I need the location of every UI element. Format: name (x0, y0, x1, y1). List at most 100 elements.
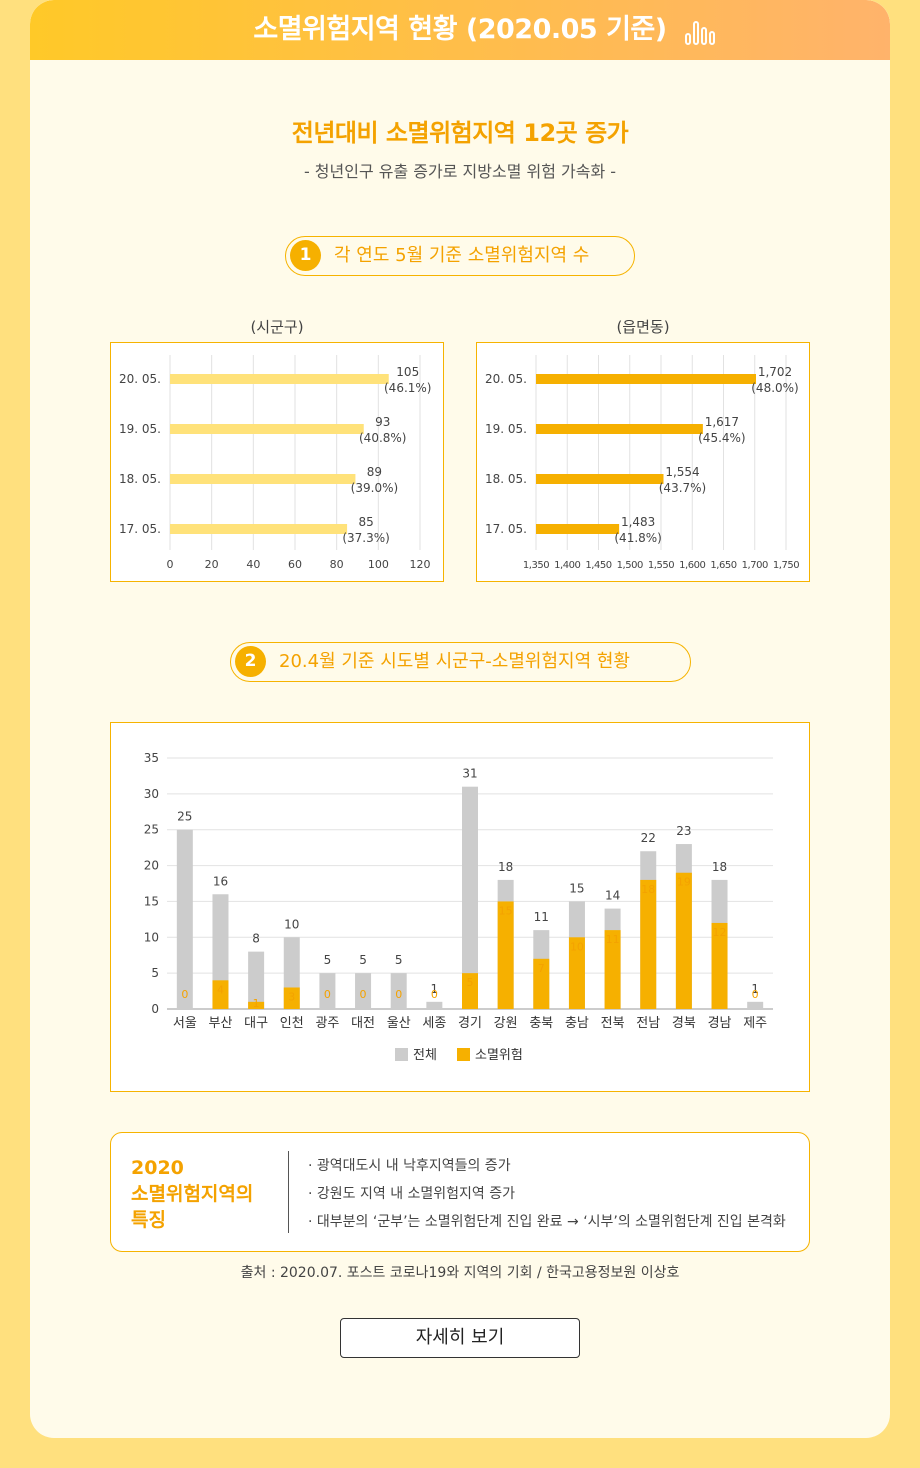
bar (170, 474, 356, 484)
features-title-line: 2020 (131, 1157, 184, 1179)
data-label-risk: 0 (324, 988, 331, 1001)
data-label-risk: 4 (217, 983, 224, 996)
bar-total (390, 973, 407, 1009)
bar-risk (675, 872, 692, 1009)
infographic-card: 소멸위험지역 현황 (2020.05 기준) 전년대비 소멸위험지역 12곳 증… (30, 0, 890, 1438)
chart-2-title: (읍면동) (616, 318, 670, 336)
data-label-total: 31 (462, 767, 477, 781)
read-more-button[interactable]: 자세히 보기 (340, 1318, 580, 1358)
features-title-line: 소멸위험지역의 (131, 1183, 254, 1205)
y-tick-label: 20 (144, 859, 159, 873)
data-label-value: 85 (358, 515, 373, 529)
sigungu-bar-chart: 0 20 40 60 80 100 120 20. 05. 105 (46.1%) 19. 05. 9… (119, 355, 431, 571)
data-label-risk: 0 (752, 988, 759, 1001)
data-label-total: 1 (751, 982, 759, 996)
bar-risk (212, 980, 229, 1009)
bar-total (248, 951, 265, 1009)
data-label-value: 1,554 (665, 465, 699, 479)
data-label-risk: 3 (288, 990, 295, 1003)
section-2-number: 2 (235, 646, 266, 677)
bar-total (426, 1001, 443, 1009)
bar-risk (462, 973, 478, 1009)
bar-risk (640, 879, 657, 1009)
data-label-total: 18 (712, 860, 727, 874)
y-category-label: 19. 05. (485, 422, 527, 436)
feature-item: · 대부분의 ‘군부’는 소멸위험단계 진입 완료 → ‘시부’의 소멸위험단계… (308, 1214, 786, 1230)
bar (536, 524, 620, 534)
x-category-label: 충북 (529, 1016, 553, 1031)
legend-swatch-risk (457, 1048, 470, 1061)
bar (536, 474, 664, 484)
data-label-percent: (40.8%) (359, 431, 406, 445)
data-label-total: 5 (324, 953, 332, 967)
x-category-label: 경기 (458, 1016, 482, 1031)
x-category-label: 제주 (743, 1016, 767, 1031)
x-category-label: 대구 (244, 1016, 268, 1031)
y-tick-label: 15 (144, 894, 159, 908)
x-tick-label: 20 (205, 558, 219, 571)
data-label-total: 1 (431, 982, 439, 996)
data-label-value: 1,483 (621, 515, 655, 529)
features-title-line: 특징 (131, 1209, 166, 1231)
data-label-total: 14 (605, 889, 620, 903)
x-category-label: 서울 (173, 1016, 197, 1031)
features-title: 2020 소멸위험지역의 특징 (131, 1155, 253, 1233)
legend-swatch-total (395, 1048, 408, 1061)
x-category-label: 세종 (422, 1016, 446, 1031)
data-label-risk: 12 (713, 926, 727, 939)
y-category-label: 20. 05. (119, 372, 161, 386)
x-tick-label: 0 (167, 558, 174, 571)
y-tick-label: 10 (144, 930, 159, 944)
data-label-risk: 19 (677, 876, 691, 889)
data-label-total: 15 (569, 881, 584, 895)
x-tick-label: 1,750 (773, 560, 799, 571)
headline: 전년대비 소멸위험지역 12곳 증가 (291, 119, 629, 147)
data-label-total: 18 (498, 860, 513, 874)
data-label-value: 89 (367, 465, 382, 479)
x-category-label: 부산 (209, 1016, 233, 1031)
bar-total (176, 829, 193, 1009)
feature-item: · 강원도 지역 내 소멸위험지역 증가 (308, 1186, 516, 1202)
x-category-label: 강원 (494, 1016, 518, 1031)
page-title: 소멸위험지역 현황 (2020.05 기준) (253, 14, 667, 45)
x-category-label: 울산 (387, 1016, 411, 1031)
source-citation: 출처 : 2020.07. 포스트 코로나19와 지역의 기회 / 한국고용정보… (240, 1265, 680, 1281)
bar-total (462, 786, 478, 1009)
section-2-title: 20.4월 기준 시도별 시군구-소멸위험지역 현황 (279, 651, 630, 672)
data-label-risk: 0 (360, 988, 367, 1001)
sigungu-chart-panel: 0 20 40 60 80 100 120 20. 05. 105 (46.1%) 19. 05. 9… (110, 342, 444, 582)
bar (536, 374, 756, 384)
data-label-value: 105 (396, 365, 419, 379)
data-label-risk: 10 (570, 940, 584, 953)
x-tick-label: 80 (330, 558, 344, 571)
y-category-label: 17. 05. (485, 522, 527, 536)
data-label-risk: 1 (253, 997, 260, 1010)
y-category-label: 18. 05. (119, 472, 161, 486)
data-label-percent: (39.0%) (351, 481, 398, 495)
data-label-percent: (43.7%) (659, 481, 706, 495)
data-label-total: 22 (641, 831, 656, 845)
x-category-label: 충남 (565, 1016, 589, 1031)
data-label-total: 25 (177, 810, 192, 824)
x-tick-label: 1,550 (648, 560, 674, 571)
bar-risk (283, 987, 300, 1009)
legend-label-total: 전체 (413, 1048, 437, 1063)
bar-total (355, 973, 372, 1009)
x-category-label: 전북 (601, 1016, 625, 1031)
y-category-label: 20. 05. (485, 372, 527, 386)
bar-chart-icon (685, 21, 715, 45)
data-label-percent: (41.8%) (614, 531, 661, 545)
bar-risk (497, 901, 514, 1009)
bar-risk (711, 922, 728, 1009)
x-tick-label: 1,700 (742, 560, 768, 571)
x-tick-label: 100 (368, 558, 389, 571)
y-tick-label: 25 (144, 823, 159, 837)
divider (288, 1151, 289, 1233)
eupmyeondong-bar-chart: 1,350 1,400 1,450 1,500 1,550 1,600 1,650 1,700… (485, 355, 800, 571)
data-label-total: 5 (359, 953, 367, 967)
bar-total (747, 1001, 764, 1009)
x-tick-label: 120 (410, 558, 431, 571)
data-label-percent: (45.4%) (698, 431, 745, 445)
x-category-label: 인천 (280, 1016, 304, 1031)
data-label-total: 11 (534, 910, 549, 924)
